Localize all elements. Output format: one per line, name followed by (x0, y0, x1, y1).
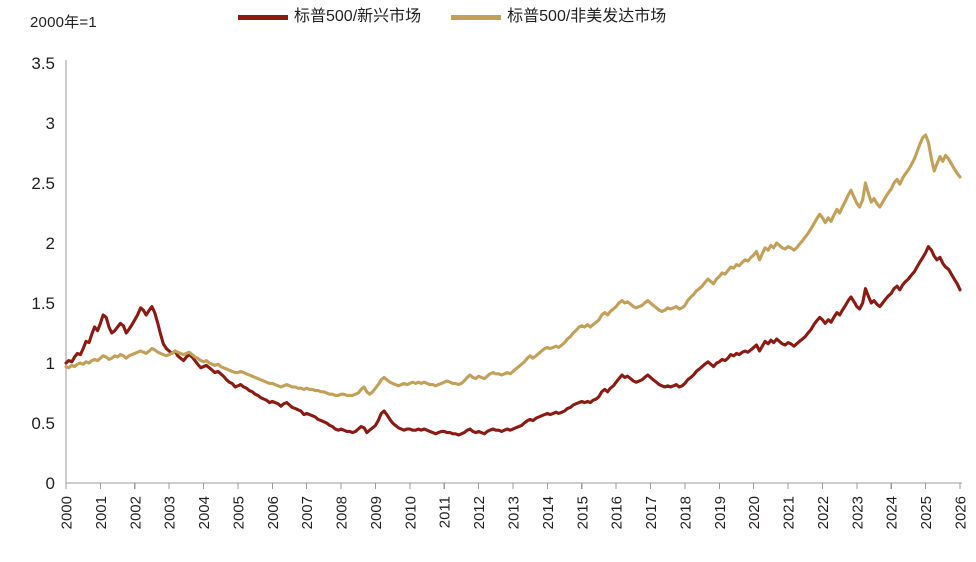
x-tick-label: 2006 (265, 496, 282, 529)
unit-note-label: 2000年=1 (30, 14, 97, 31)
x-tick-label: 2012 (471, 496, 488, 529)
x-tick-label: 2021 (781, 496, 798, 529)
legend-swatch-icon-0 (238, 14, 288, 20)
legend-label-1: 标普500/非美发达市场 (507, 8, 667, 25)
x-tick-label: 2016 (609, 496, 626, 529)
x-tick-label: 2025 (918, 496, 935, 529)
line-chart-plot: 00.511.522.533.5 2000 2001 2002 2003 2004 200… (31, 54, 970, 529)
x-tick-label: 2026 (953, 496, 970, 529)
legend-item-0[interactable]: 标普500/新兴市场 (238, 7, 421, 27)
y-axis-tick-labels: 0 0.5 1 1.5 2 2.5 3 3.5 (31, 54, 55, 493)
y-tick-label: 0 (46, 474, 55, 493)
legend-swatch-icon-1 (451, 14, 502, 20)
x-tick-label: 2009 (368, 496, 385, 529)
data-series-group (64, 133, 962, 437)
x-tick-label: 2008 (334, 496, 351, 529)
x-tick-label: 2022 (815, 496, 832, 529)
x-tick-label: 2002 (127, 496, 144, 529)
x-tick-label: 2003 (162, 496, 179, 529)
chart-header: 2000年=1 标普500/新兴市场 标普500/非美发达市场 (0, 0, 976, 40)
x-tick-label: 2004 (196, 496, 213, 529)
y-tick-label: 3 (46, 114, 55, 133)
series-line-0 (64, 245, 962, 437)
x-tick-label: 2023 (849, 496, 866, 529)
y-tick-label: 2.5 (31, 174, 55, 193)
x-tick-label: 2019 (712, 496, 729, 529)
x-tick-label: 2013 (506, 496, 523, 529)
x-tick-label: 2015 (574, 496, 591, 529)
x-tick-label: 2017 (643, 496, 660, 529)
y-tick-label: 3.5 (31, 54, 55, 73)
plot-area-wrapper: 0 0.5 1 1.5 2 2.5 3 3.5 2000 2001 2002 2003 2004 200… (0, 40, 976, 562)
chart-axes (65, 60, 962, 489)
y-tick-label: 0.5 (31, 414, 55, 433)
legend-label-0: 标普500/新兴市场 (294, 8, 422, 25)
x-tick-label: 2010 (402, 496, 419, 529)
x-tick-label: 2014 (540, 496, 557, 529)
legend-item-1[interactable]: 标普500/非美发达市场 (451, 7, 666, 27)
x-tick-label: 2007 (299, 496, 316, 529)
x-tick-label: 2001 (93, 496, 110, 529)
x-tick-label: 2024 (884, 496, 901, 529)
x-tick-label: 2020 (746, 496, 763, 529)
chart-legend: 标普500/新兴市场 标普500/非美发达市场 (238, 7, 666, 27)
series-line-1 (64, 133, 962, 397)
y-tick-label: 2 (46, 234, 55, 253)
x-tick-label: 2000 (59, 496, 76, 529)
y-tick-label: 1.5 (31, 294, 55, 313)
y-tick-label: 1 (46, 354, 55, 373)
x-tick-label: 2011 (437, 496, 454, 528)
x-tick-label: 2005 (230, 496, 247, 529)
x-tick-label: 2018 (677, 496, 694, 529)
x-axis-tick-labels: 2000 2001 2002 2003 2004 2005 2006 2007 2008 2009… (59, 496, 970, 529)
